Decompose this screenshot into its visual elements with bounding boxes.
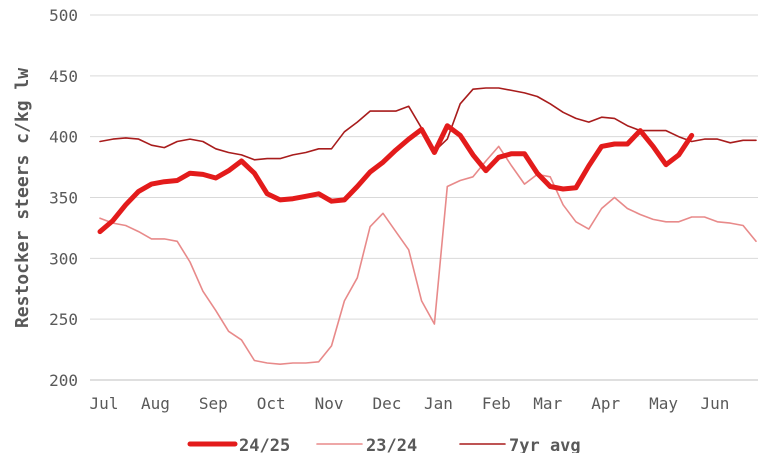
y-tick-label: 250 [49,310,78,329]
legend-label: 23/24 [366,436,417,453]
legend-label: 24/25 [239,436,290,453]
x-tick-label: Jul [90,394,119,413]
y-tick-label: 450 [49,67,78,86]
y-tick-label: 300 [49,249,78,268]
y-axis-ticks: 200 250 300 350 400 450 500 [49,6,78,390]
x-axis-ticks: Jul Aug Sep Oct Nov Dec Jan Feb Mar Apr May Jun [90,394,730,413]
y-tick-label: 500 [49,6,78,25]
legend: 24/25 23/24 7yr avg [187,436,581,453]
x-tick-label: Aug [141,394,170,413]
x-tick-label: Jan [424,394,453,413]
series-lines [97,87,757,366]
x-tick-label: Jun [701,394,730,413]
x-tick-label: Nov [315,394,344,413]
gridlines [90,14,758,320]
x-tick-label: Sep [199,394,228,413]
y-tick-label: 400 [49,128,78,147]
legend-label: 7yr avg [509,436,581,453]
x-tick-label: Feb [482,394,511,413]
y-tick-label: 350 [49,189,78,208]
x-tick-label: Oct [257,394,286,413]
series-line-24-25 [97,123,695,235]
x-tick-label: Dec [373,394,402,413]
series-line-23-24 [99,145,757,366]
x-tick-label: Apr [591,394,620,413]
y-tick-label: 200 [49,371,78,390]
x-tick-label: May [649,394,678,413]
y-axis-label: Restocker steers c/kg lw [12,68,33,328]
x-tick-label: Mar [533,394,562,413]
